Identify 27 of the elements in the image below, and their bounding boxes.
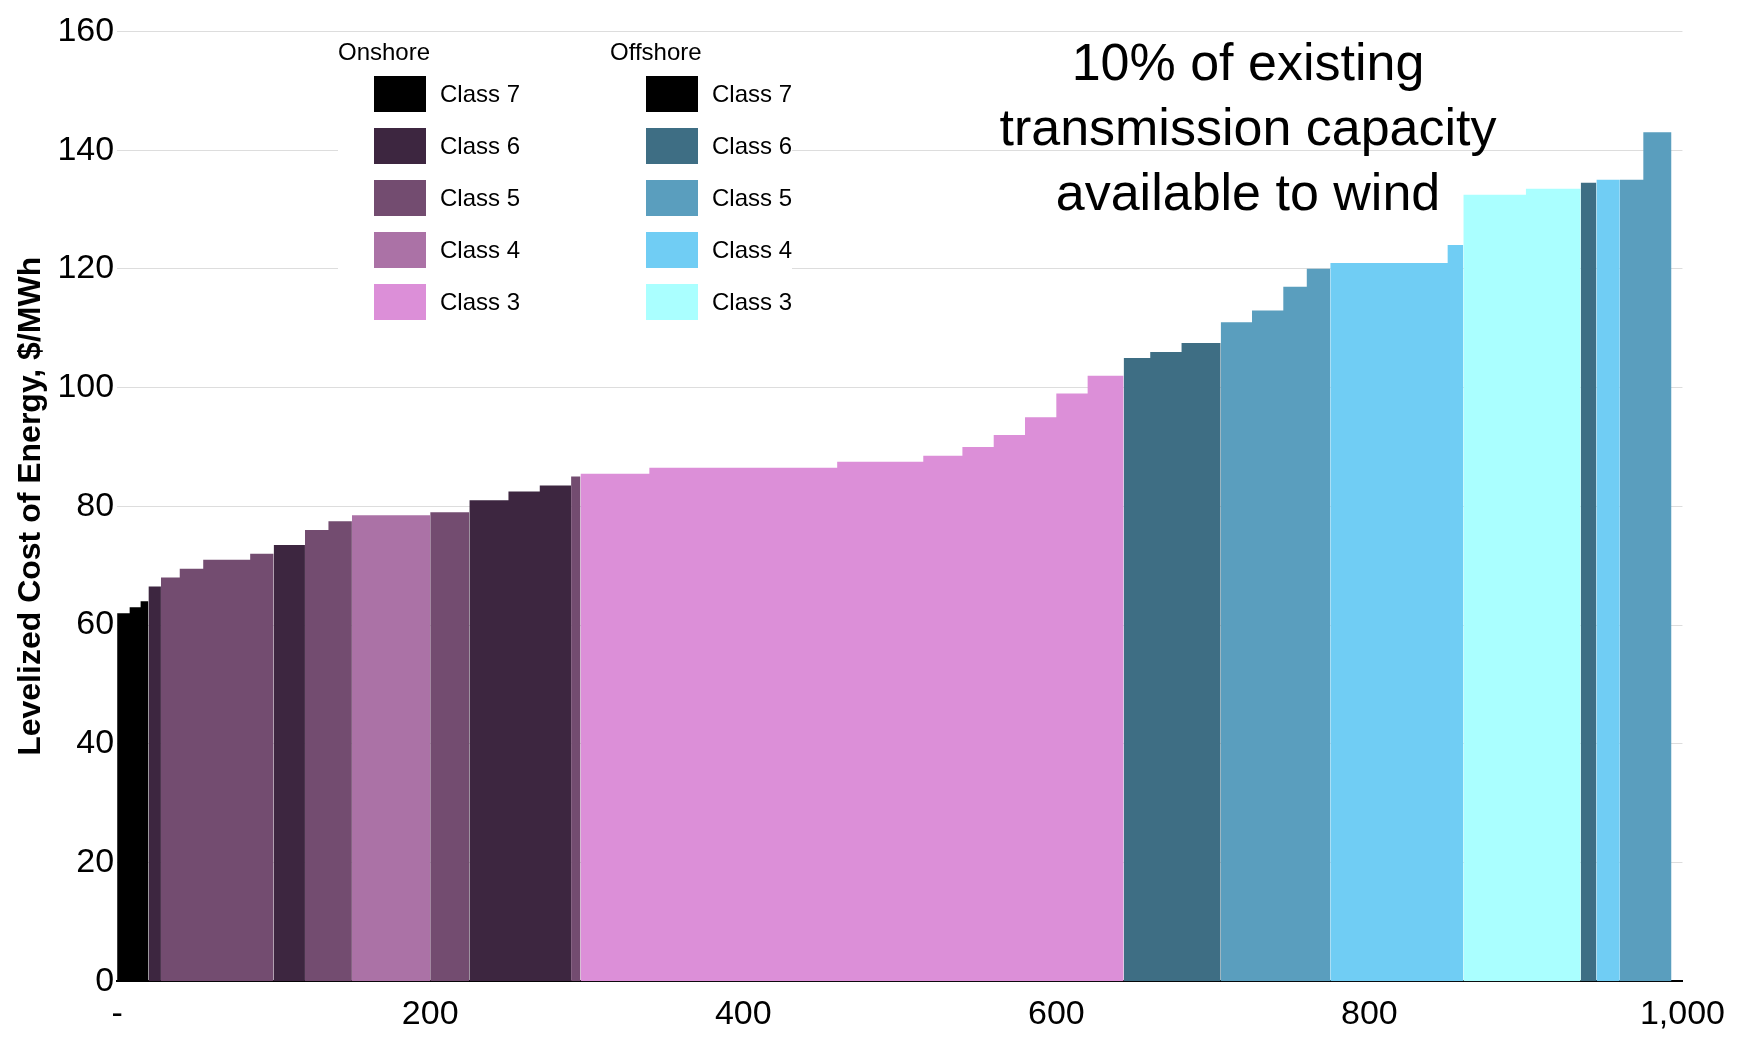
y-tick-label: 120 <box>57 247 115 286</box>
x-tick-label: 200 <box>401 992 459 1031</box>
legend-label: Class 4 <box>440 236 521 264</box>
x-tick-label: 800 <box>1341 992 1398 1031</box>
legend-label: Class 6 <box>440 132 521 160</box>
annotation: Offshore <box>610 38 703 66</box>
y-tick-label: 80 <box>76 484 115 523</box>
y-tick-label: 100 <box>57 365 115 404</box>
legend-label: Class 5 <box>712 184 793 212</box>
y-tick-label: 60 <box>76 603 115 642</box>
x-tick-label: 1,000 <box>1639 992 1726 1031</box>
legend-label: Class 5 <box>440 184 521 212</box>
legend-label: Class 3 <box>712 288 793 316</box>
legend-label: Class 7 <box>440 80 521 108</box>
legend-label: Class 7 <box>712 80 793 108</box>
annotation: 10% of existing transmission capacity available to wind <box>998 32 1498 223</box>
legend-label: Class 6 <box>712 132 793 160</box>
x-tick-label: 400 <box>714 992 772 1031</box>
annotation: Onshore <box>338 38 432 66</box>
y-tick-label: 40 <box>76 722 115 761</box>
legend-label: Class 3 <box>440 288 521 316</box>
y-tick-label: 160 <box>57 9 115 48</box>
y-tick-label: 20 <box>76 840 115 879</box>
y-tick-label: 140 <box>57 128 115 167</box>
y-axis-title: Levelized Cost of Energy, $/MWh <box>11 256 48 756</box>
x-tick-label: 600 <box>1027 992 1085 1031</box>
legend-label: Class 4 <box>712 236 793 264</box>
